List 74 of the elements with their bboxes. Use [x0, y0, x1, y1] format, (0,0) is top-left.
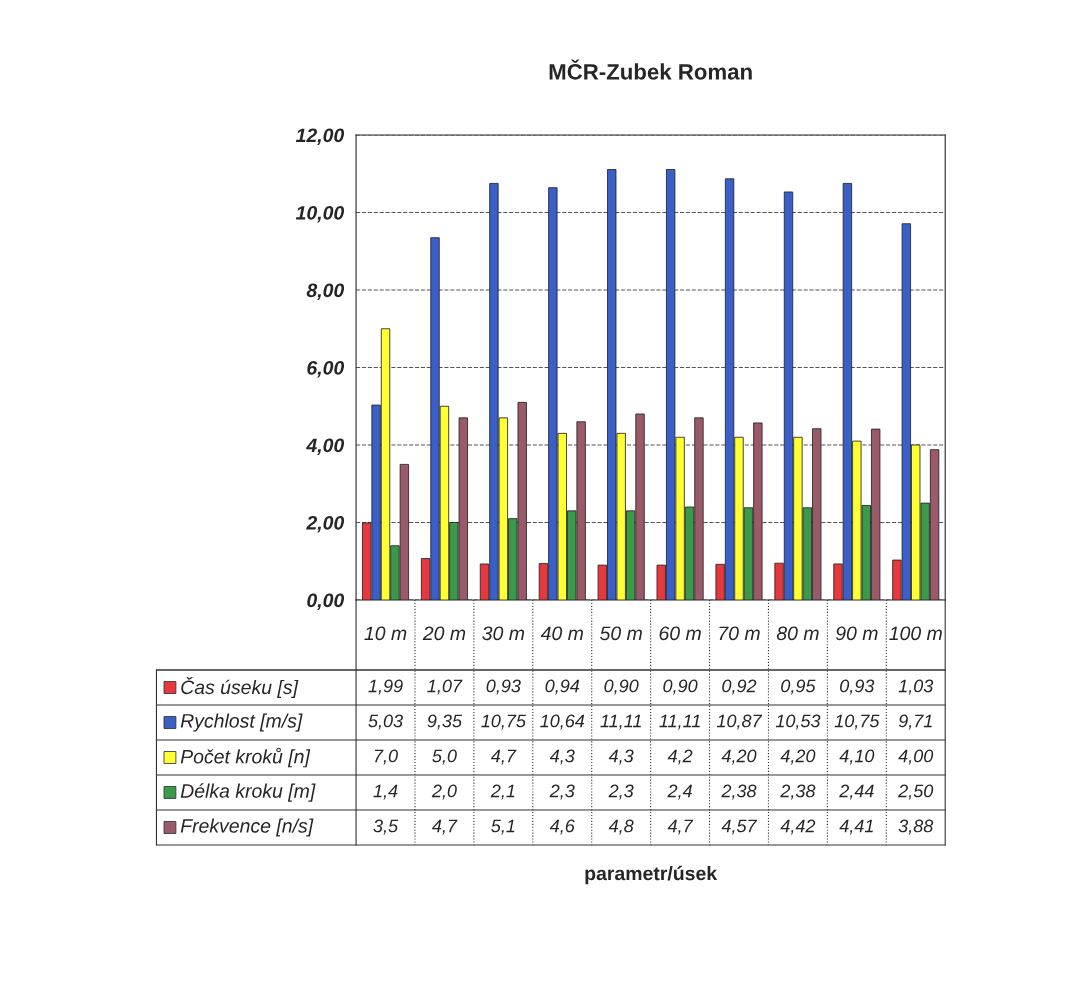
data-label: 4,6 — [549, 819, 575, 835]
data-label: 4,8 — [608, 819, 634, 835]
data-label: 4,3 — [549, 749, 575, 765]
x-tick-label: 10 m — [364, 626, 407, 641]
data-label: 4,20 — [780, 749, 816, 765]
data-label: 10,75 — [834, 714, 880, 730]
data-label: 1,99 — [368, 679, 403, 695]
data-label: 5,0 — [432, 749, 457, 765]
data-label: 4,41 — [839, 819, 873, 835]
data-label: 2,38 — [780, 784, 816, 800]
data-label: 4,7 — [432, 819, 458, 835]
data-label: 0,90 — [663, 679, 698, 695]
x-tick-label: 30 m — [482, 626, 525, 641]
data-label: 4,57 — [721, 819, 758, 835]
data-label: 10,64 — [540, 714, 585, 730]
chart-title: MČR-Zubek Roman — [549, 59, 752, 80]
data-label: 0,92 — [722, 679, 757, 695]
x-tick-label: 90 m — [835, 626, 878, 641]
y-tick-label: 2,00 — [306, 515, 345, 533]
x-tick-label: 50 m — [600, 626, 642, 641]
data-label: 0,95 — [781, 679, 816, 695]
data-label: 5,03 — [368, 714, 403, 730]
data-label: 4,10 — [839, 749, 875, 765]
y-tick-label: 10,00 — [295, 205, 345, 223]
data-label: 0,90 — [604, 679, 639, 695]
data-label: 9,35 — [427, 714, 463, 730]
data-label: 1,07 — [427, 679, 463, 695]
data-label: 3,88 — [898, 819, 934, 835]
y-tick-label: 8,00 — [306, 283, 345, 301]
data-label: 7,0 — [374, 749, 398, 765]
legend-label: Délka kroku [m] — [180, 783, 316, 802]
data-label: 2,44 — [839, 784, 874, 800]
data-label: 4,3 — [608, 749, 634, 765]
text: parametr/úsek — [585, 865, 718, 885]
data-label: 0,93 — [840, 679, 875, 695]
y-tick-label: 12,00 — [295, 128, 345, 146]
data-label: 11,11 — [600, 714, 641, 730]
legend-label: Počet kroků [n] — [180, 747, 311, 768]
data-label: 10,75 — [481, 714, 526, 730]
y-tick-label: 0,00 — [307, 593, 345, 611]
data-label: 4,42 — [780, 819, 816, 835]
data-label: 2,0 — [431, 784, 457, 800]
data-label: 2,3 — [608, 784, 634, 800]
data-label: 5,1 — [491, 819, 515, 835]
x-tick-label: 60 m — [659, 626, 701, 641]
data-label: 4,2 — [667, 749, 693, 765]
data-label: 3,5 — [373, 819, 399, 835]
x-tick-label: 80 m — [776, 626, 819, 641]
legend-label: Čas úseku [s] — [181, 676, 299, 699]
data-label: 2,3 — [549, 784, 575, 800]
data-label: 10,53 — [775, 714, 821, 730]
data-label: 0,94 — [545, 679, 580, 695]
data-label: 9,71 — [898, 714, 932, 730]
data-label: 2,1 — [490, 784, 515, 800]
x-tick-label: 20 m — [422, 626, 466, 641]
data-label: 2,50 — [898, 784, 934, 800]
x-tick-label: 70 m — [719, 626, 760, 641]
data-label: 0,93 — [486, 679, 521, 695]
y-tick-label: 6,00 — [307, 360, 345, 378]
legend-label: Rychlost [m/s] — [180, 713, 303, 732]
legend-label: Frekvence [n/s] — [180, 818, 314, 837]
data-label: 4,20 — [721, 749, 757, 765]
data-label: 4,7 — [667, 819, 694, 835]
data-label: 2,4 — [667, 784, 692, 800]
data-label: 2,38 — [721, 784, 757, 800]
data-label: 1,03 — [898, 679, 934, 695]
x-tick-label: 40 m — [540, 626, 583, 641]
data-label: 1,4 — [373, 784, 398, 800]
data-label: 11,11 — [659, 714, 700, 730]
data-label: 4,7 — [490, 749, 517, 765]
y-tick-label: 4,00 — [306, 438, 345, 456]
data-label: 10,87 — [716, 714, 763, 730]
x-tick-label: 100 m — [889, 626, 942, 641]
data-label: 4,00 — [898, 749, 934, 765]
